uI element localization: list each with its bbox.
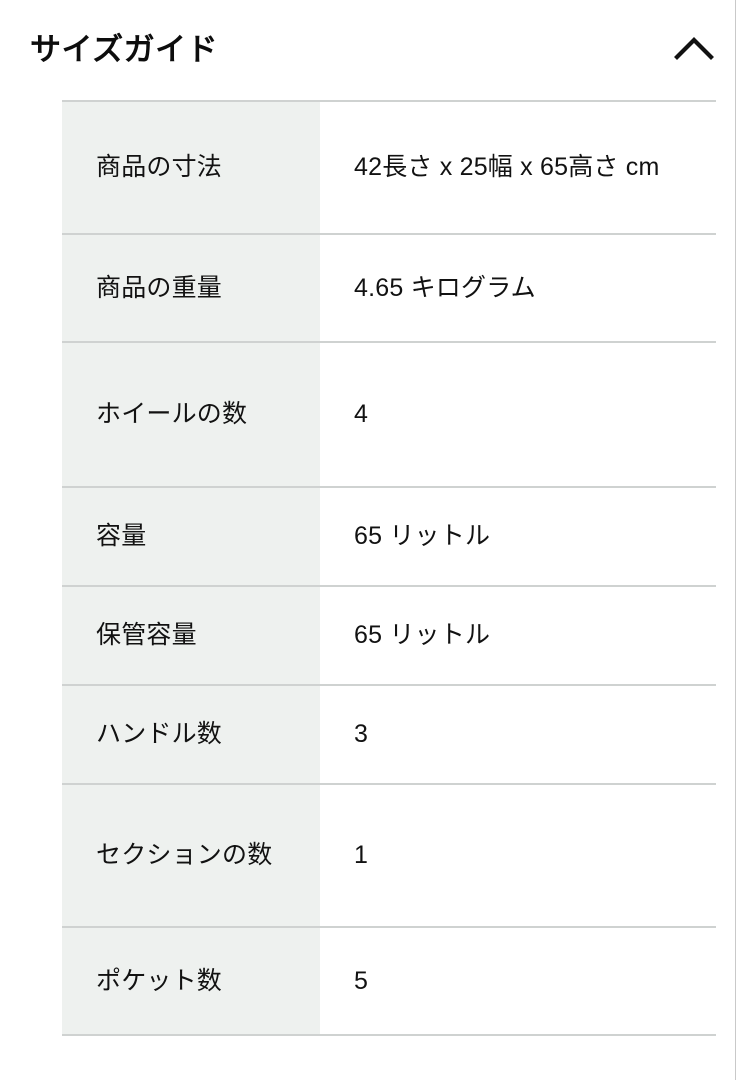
spec-label-cell: ホイールの数 <box>62 341 320 487</box>
page-edge-divider <box>735 0 736 1080</box>
specification-table: 商品の寸法 42長さ x 25幅 x 65高さ cm 商品の重量 4.65 キロ… <box>62 100 716 1036</box>
spec-label-cell: ポケット数 <box>62 926 320 1036</box>
spec-value-cell: 3 <box>320 684 716 784</box>
table-row: ハンドル数 3 <box>62 684 716 784</box>
collapse-section-button[interactable] <box>672 26 716 70</box>
page-title: サイズガイド <box>30 31 219 67</box>
spec-label-cell: 商品の重量 <box>62 233 320 342</box>
spec-value-cell: 42長さ x 25幅 x 65高さ cm <box>320 100 716 234</box>
table-row: 容量 65 リットル <box>62 486 716 586</box>
table-row: ホイールの数 4 <box>62 341 716 487</box>
table-row: 保管容量 65 リットル <box>62 585 716 685</box>
specification-table-body: 商品の寸法 42長さ x 25幅 x 65高さ cm 商品の重量 4.65 キロ… <box>62 100 716 1036</box>
spec-value-cell: 5 <box>320 926 716 1036</box>
spec-value-cell: 65 リットル <box>320 486 716 586</box>
spec-value-cell: 4 <box>320 341 716 487</box>
spec-label-cell: 商品の寸法 <box>62 100 320 234</box>
table-row: 商品の寸法 42長さ x 25幅 x 65高さ cm <box>62 100 716 234</box>
chevron-up-icon <box>674 35 714 61</box>
spec-label-cell: ハンドル数 <box>62 684 320 784</box>
spec-value-cell: 65 リットル <box>320 585 716 685</box>
table-row: 商品の重量 4.65 キログラム <box>62 233 716 342</box>
spec-label-cell: セクションの数 <box>62 783 320 927</box>
size-guide-table-container: 商品の寸法 42長さ x 25幅 x 65高さ cm 商品の重量 4.65 キロ… <box>0 100 740 1036</box>
table-row: ポケット数 5 <box>62 926 716 1036</box>
size-guide-header[interactable]: サイズガイド <box>0 0 740 100</box>
table-row: セクションの数 1 <box>62 783 716 927</box>
spec-value-cell: 4.65 キログラム <box>320 233 716 342</box>
spec-label-cell: 保管容量 <box>62 585 320 685</box>
spec-value-cell: 1 <box>320 783 716 927</box>
spec-label-cell: 容量 <box>62 486 320 586</box>
